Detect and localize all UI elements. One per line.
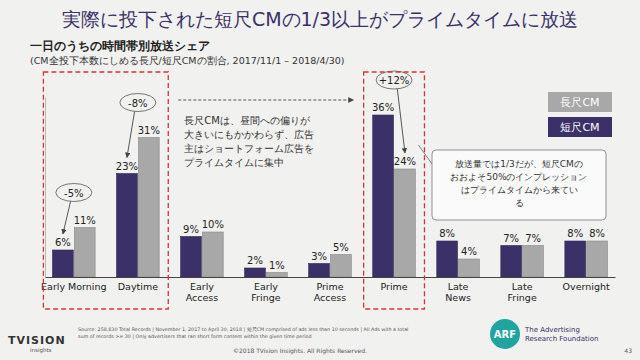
bar	[74, 228, 95, 278]
x-tick-label: PrimeAccess	[314, 281, 347, 302]
data-label: 11%	[74, 215, 96, 226]
bar	[331, 255, 352, 278]
arf-logo-text: ARF	[494, 329, 516, 340]
bar	[202, 232, 223, 277]
data-label: 2%	[247, 255, 263, 266]
legend-swatch	[548, 92, 612, 112]
callout-box	[432, 150, 606, 220]
bar	[267, 273, 288, 278]
difference-arrow	[127, 112, 135, 158]
logo-subtext: insights	[30, 347, 52, 354]
x-tick: EarlyAccess	[186, 277, 219, 303]
x-tick-label: LateFringe	[508, 281, 537, 302]
connector-arrow	[178, 100, 353, 101]
x-tick-label: LateNews	[445, 281, 471, 302]
x-tick: Early Morning	[41, 277, 106, 292]
annotation-text: 大きいにもかかわらず、広告	[184, 129, 314, 141]
bar	[523, 246, 544, 278]
arf-name: The Advertising	[524, 326, 580, 334]
legend-label: 短尺CM	[560, 121, 599, 134]
difference-ellipse	[56, 184, 92, 202]
bar	[117, 174, 138, 278]
data-label: 23%	[116, 161, 138, 172]
caption: (CM全投下本数にしめる長尺/短尺CMの割合, 2017/11/1 – 2018…	[30, 55, 345, 66]
data-label: 9%	[183, 224, 199, 235]
callout-text: る	[515, 198, 524, 208]
bar	[437, 241, 458, 277]
x-tick-label: EarlyFringe	[251, 281, 280, 302]
subtitle: 一日のうちの時間帯別放送シェア	[30, 39, 210, 53]
chart-svg: 実際に投下された短尺CMの1/3以上がプライムタイムに放送一日のうちの時間帯別放…	[0, 0, 640, 360]
data-label: 8%	[439, 228, 455, 239]
difference-label: -8%	[128, 98, 147, 109]
x-tick-label: EarlyAccess	[186, 281, 219, 302]
data-label: 6%	[55, 237, 71, 248]
copyright: ©2018 TVision Insights. All Rights Reser…	[233, 347, 367, 355]
data-label: 8%	[567, 228, 583, 239]
x-tick-label: Daytime	[118, 281, 158, 292]
bar	[245, 268, 266, 277]
annotation-text: プライムタイムに集中	[184, 157, 284, 168]
x-axis: Early Morning Daytime EarlyAccess EarlyFrin…	[41, 277, 615, 303]
x-tick-label: Prime	[380, 281, 407, 292]
y-axis	[45, 98, 46, 278]
legend-swatch	[548, 117, 612, 137]
arf-logo-mark	[490, 319, 520, 349]
data-label: 1%	[269, 260, 285, 271]
difference-ellipse	[120, 94, 156, 112]
y-axis-line	[45, 98, 46, 278]
bar	[181, 237, 202, 278]
difference-label: +12%	[379, 75, 410, 86]
highlight-box	[43, 72, 168, 309]
data-label: 3%	[311, 251, 327, 262]
x-tick: Daytime	[118, 277, 158, 292]
bar	[309, 264, 330, 278]
annotation-text: 長尺CMは、昼間への偏りが	[184, 115, 311, 126]
difference-label: -5%	[64, 188, 83, 199]
data-label: 36%	[372, 102, 394, 113]
x-tick: PrimeAccess	[314, 277, 347, 303]
bar	[565, 241, 586, 277]
title: 実際に投下された短尺CMの1/3以上がプライムタイムに放送	[62, 8, 578, 30]
legend-label: 長尺CM	[560, 96, 599, 109]
x-tick-label: Early Morning	[41, 281, 106, 292]
highlight-box	[364, 72, 425, 309]
data-label: 24%	[394, 156, 416, 167]
page-number: 43	[624, 347, 632, 354]
annotation-text: 主はショートフォーム広告を	[184, 143, 314, 154]
bar	[52, 250, 73, 277]
callout-text: 放送量では1/3だが、短尺CMの	[455, 159, 583, 169]
bar	[587, 241, 608, 277]
difference-arrow	[63, 202, 71, 235]
difference-arrow	[397, 89, 405, 153]
x-tick: Overnight	[563, 277, 610, 292]
callout-text: はプライムタイムから来てい	[461, 185, 578, 195]
bar	[459, 259, 480, 277]
data-label: 8%	[589, 228, 605, 239]
callout-pointer	[418, 145, 432, 164]
x-tick: LateFringe	[508, 277, 537, 303]
bar	[501, 246, 522, 278]
bar	[138, 138, 159, 278]
data-label: 7%	[525, 233, 541, 244]
arf-name: Research Foundation	[525, 335, 598, 343]
logo-text: TVISION	[8, 334, 66, 347]
data-label: 10%	[202, 219, 224, 230]
data-label: 4%	[461, 246, 477, 257]
x-tick: LateNews	[445, 277, 471, 303]
difference-ellipse	[376, 71, 412, 89]
bar	[373, 115, 394, 277]
bar	[395, 169, 416, 277]
bars	[52, 115, 607, 277]
x-tick: EarlyFringe	[251, 277, 280, 303]
x-tick-label: Overnight	[563, 281, 610, 292]
callout-text: おおよそ50%のインプレッション	[450, 172, 587, 182]
data-label: 7%	[503, 233, 519, 244]
x-tick: Prime	[380, 277, 407, 292]
x-axis-line	[46, 277, 616, 278]
data-label: 31%	[138, 125, 160, 136]
source-text: sum of records >= 30 | Only advertisers …	[78, 334, 312, 340]
source-text: Source: 258,830 Total Records | November…	[78, 327, 408, 333]
data-label: 5%	[333, 242, 349, 253]
